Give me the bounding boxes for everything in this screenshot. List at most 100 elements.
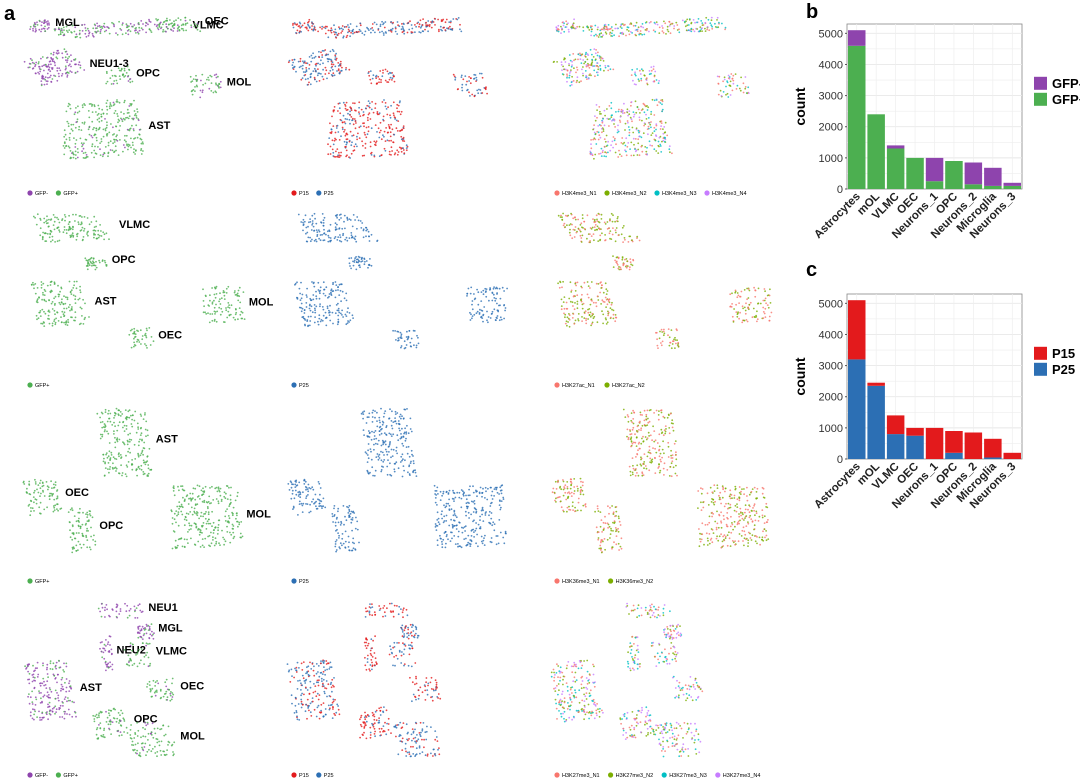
umap-point [43, 495, 46, 497]
umap-point [499, 297, 502, 300]
umap-point [230, 501, 232, 504]
umap-point [582, 59, 585, 61]
umap-point [400, 135, 403, 138]
umap-point [171, 517, 174, 519]
umap-point [590, 228, 593, 230]
umap-point [117, 154, 120, 157]
umap-point [165, 30, 167, 33]
umap-point [350, 234, 353, 237]
umap-point [566, 307, 569, 310]
umap-point [43, 325, 46, 327]
umap-point [111, 424, 114, 426]
umap-point [575, 81, 578, 84]
umap-point [416, 334, 418, 337]
umap-point [363, 125, 365, 128]
umap-point [345, 36, 348, 39]
umap-point [738, 317, 740, 320]
umap-point [104, 411, 107, 413]
umap-point [563, 296, 566, 298]
umap-point [611, 114, 613, 117]
umap-point [327, 234, 330, 237]
umap-point [236, 514, 238, 517]
umap-point [51, 239, 54, 242]
umap-point [34, 63, 37, 66]
umap-point [503, 290, 505, 292]
umap-point [323, 50, 325, 52]
umap-point [40, 284, 43, 286]
umap-point [134, 335, 137, 338]
umap-point [231, 511, 234, 514]
umap-point [579, 58, 582, 60]
umap-point [346, 239, 349, 242]
umap-point [571, 237, 574, 240]
legend-label: H3K4me3_N3 [662, 191, 697, 197]
umap-point [324, 66, 327, 69]
umap-point [191, 89, 194, 92]
umap-point [113, 25, 115, 28]
umap-point [348, 321, 350, 323]
umap-point [362, 429, 365, 431]
umap-point [721, 22, 723, 25]
umap-point [297, 60, 300, 63]
umap-point [112, 142, 114, 145]
umap-point [341, 126, 344, 129]
umap-point [237, 525, 239, 528]
umap-point [287, 483, 290, 485]
umap-point [170, 510, 173, 513]
umap-point [84, 104, 86, 106]
umap-point [346, 311, 349, 313]
umap-point [359, 266, 361, 269]
umap-point [217, 487, 220, 490]
umap-point [100, 28, 102, 31]
umap-point [337, 314, 340, 317]
umap-point [128, 333, 131, 336]
umap-point [564, 313, 567, 316]
umap-point [80, 129, 83, 132]
umap-point [205, 295, 207, 298]
umap-point [140, 432, 143, 435]
umap-point [375, 456, 378, 458]
umap-point [620, 155, 623, 158]
umap-point [685, 29, 688, 32]
umap-point [663, 140, 666, 143]
umap-point [580, 80, 582, 83]
umap-point [138, 26, 141, 29]
umap-point [138, 341, 141, 343]
umap-point [384, 440, 387, 443]
umap-point [690, 27, 693, 30]
umap-point [378, 453, 381, 456]
umap-point [669, 151, 671, 154]
umap-point [232, 525, 235, 527]
umap-point [40, 30, 42, 33]
umap-point [120, 67, 123, 70]
umap-point [102, 135, 105, 138]
umap-point [397, 24, 399, 27]
umap-point [658, 26, 661, 29]
umap-point [463, 538, 466, 540]
umap-point [565, 214, 567, 217]
umap-point [206, 501, 209, 504]
umap-point [59, 33, 62, 35]
umap-point [75, 287, 78, 290]
umap-point [635, 21, 638, 24]
umap-point [133, 327, 136, 330]
umap-point [44, 30, 47, 32]
umap-point [634, 74, 637, 77]
umap-point [196, 25, 199, 28]
umap-point [770, 311, 773, 314]
umap-point [211, 313, 214, 315]
umap-point [74, 295, 77, 298]
umap-point [116, 115, 119, 117]
umap-point [391, 150, 393, 152]
umap-point [390, 154, 392, 156]
umap-point [662, 139, 665, 142]
umap-point [374, 430, 377, 432]
umap-point [28, 66, 31, 69]
umap-point [358, 111, 360, 113]
umap-point [69, 63, 71, 66]
umap-point [345, 141, 348, 144]
umap-point [370, 233, 373, 236]
umap-point [318, 80, 321, 82]
umap-point [476, 495, 478, 498]
umap-point [219, 298, 221, 300]
